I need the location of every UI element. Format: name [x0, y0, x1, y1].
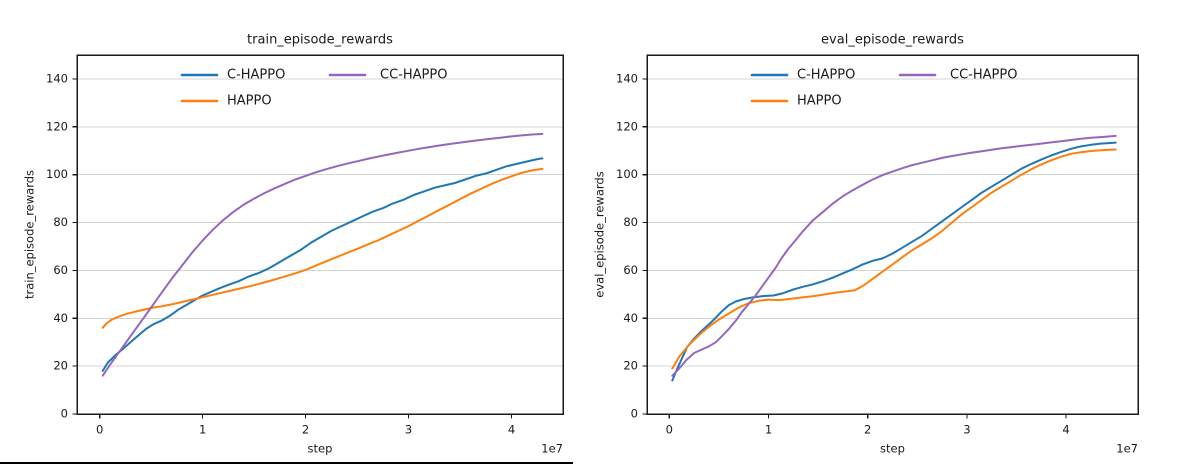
legend-label: C-HAPPO	[797, 68, 855, 83]
y-tick-label: 140	[46, 71, 68, 85]
legend-entry-happo: HAPPO	[750, 94, 842, 109]
chart-title: train_episode_rewards	[247, 33, 393, 48]
y-tick-label: 80	[53, 215, 68, 229]
y-tick-label: 120	[616, 119, 638, 133]
y-tick-label: 60	[53, 263, 68, 277]
legend: C-HAPPO HAPPO CC-HAPPO	[750, 68, 1017, 109]
y-tick-label: 100	[616, 167, 638, 181]
y-tick-label: 120	[46, 119, 68, 133]
y-tick-label: 60	[623, 263, 638, 277]
x-axis-label: step	[880, 442, 905, 456]
x-tick-label: 4	[1062, 423, 1069, 437]
y-tick-label: 20	[53, 359, 68, 373]
x-tick-label: 2	[864, 423, 871, 437]
train-episode-rewards-chart: 0 1 2 3 4020406080100120140train_episode_rew…	[23, 33, 564, 456]
y-tick-label: 20	[623, 359, 638, 373]
legend-entry-cc-happo: CC-HAPPO	[898, 68, 1017, 83]
series-line-c-happo	[671, 141, 1117, 382]
x-tick-label: 3	[405, 423, 412, 437]
x-axis-label: step	[308, 442, 333, 456]
series-line-c-happo	[101, 157, 544, 372]
y-tick-label: 40	[623, 311, 638, 325]
legend-label: CC-HAPPO	[380, 68, 447, 83]
y-tick-label: 140	[616, 71, 638, 85]
series-line-cc-happo	[101, 133, 544, 377]
y-tick-label: 40	[53, 311, 68, 325]
legend-entry-cc-happo: CC-HAPPO	[328, 68, 447, 83]
x-axis-offset-label: 1e7	[1116, 442, 1138, 456]
eval-episode-rewards-chart: 0 1 2 3 4020406080100120140eval_episode_rewa…	[593, 33, 1139, 456]
y-tick-label: 80	[623, 215, 638, 229]
plot-frame	[76, 54, 564, 415]
legend-label: HAPPO	[797, 94, 842, 109]
legend-entry-happo: HAPPO	[180, 94, 272, 109]
legend-entry-c-happo: C-HAPPO	[750, 68, 855, 83]
legend-label: HAPPO	[227, 94, 272, 109]
x-tick-label: 3	[963, 423, 970, 437]
legend-entry-c-happo: C-HAPPO	[180, 68, 285, 83]
y-axis-label: train_episode_rewards	[23, 170, 37, 299]
plot-frame	[646, 54, 1139, 415]
x-tick-label: 1	[765, 423, 772, 437]
x-tick-label: 0	[666, 423, 673, 437]
series-line-cc-happo	[671, 134, 1117, 377]
legend: C-HAPPO HAPPO CC-HAPPO	[180, 68, 447, 109]
legend-label: CC-HAPPO	[950, 68, 1017, 83]
x-axis-offset-label: 1e7	[541, 442, 563, 456]
y-tick-label: 100	[46, 167, 68, 181]
x-tick-label: 0	[96, 423, 103, 437]
y-tick-label: 0	[631, 407, 638, 421]
y-tick-label: 0	[61, 407, 68, 421]
x-tick-label: 4	[508, 423, 515, 437]
y-axis-label: eval_episode_rewards	[593, 171, 607, 297]
x-tick-label: 1	[199, 423, 206, 437]
series-line-happo	[101, 167, 544, 329]
bottom-divider	[0, 462, 573, 464]
x-tick-label: 2	[302, 423, 309, 437]
chart-title: eval_episode_rewards	[821, 33, 964, 48]
series-line-happo	[671, 148, 1117, 370]
legend-label: C-HAPPO	[227, 68, 285, 83]
